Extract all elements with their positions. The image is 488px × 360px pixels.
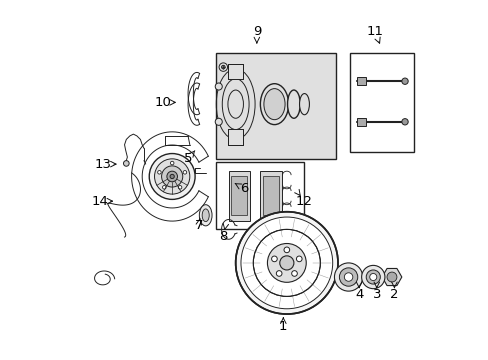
- Circle shape: [219, 63, 227, 71]
- Circle shape: [401, 118, 407, 125]
- Circle shape: [178, 185, 182, 189]
- Bar: [357, 118, 366, 126]
- Circle shape: [170, 174, 174, 179]
- Polygon shape: [381, 269, 401, 285]
- Text: 13: 13: [95, 158, 112, 171]
- Text: 6: 6: [240, 182, 248, 195]
- Circle shape: [361, 265, 384, 289]
- Bar: [216, 53, 336, 159]
- Text: 11: 11: [366, 25, 383, 38]
- Circle shape: [401, 78, 407, 84]
- Circle shape: [284, 247, 289, 253]
- Circle shape: [170, 161, 174, 165]
- Ellipse shape: [299, 94, 309, 115]
- Ellipse shape: [287, 90, 300, 118]
- Bar: [349, 53, 413, 152]
- Circle shape: [183, 171, 186, 174]
- Text: 14: 14: [91, 195, 108, 208]
- Text: 5: 5: [183, 152, 192, 165]
- Circle shape: [215, 83, 222, 90]
- Circle shape: [386, 272, 396, 282]
- Ellipse shape: [260, 84, 288, 125]
- Ellipse shape: [222, 79, 248, 130]
- Circle shape: [162, 185, 166, 189]
- Text: 12: 12: [295, 195, 312, 208]
- Circle shape: [369, 274, 376, 280]
- Text: 8: 8: [219, 230, 227, 243]
- Bar: [227, 129, 243, 145]
- Text: 1: 1: [279, 320, 287, 333]
- Circle shape: [215, 118, 222, 125]
- Bar: [231, 176, 246, 215]
- Circle shape: [221, 66, 224, 69]
- Text: 10: 10: [155, 96, 171, 109]
- Circle shape: [296, 256, 302, 262]
- Circle shape: [339, 268, 357, 286]
- Circle shape: [267, 243, 305, 282]
- Text: 2: 2: [389, 288, 398, 301]
- Text: 9: 9: [252, 25, 261, 38]
- Text: 3: 3: [372, 288, 380, 301]
- Circle shape: [344, 273, 352, 281]
- Bar: [263, 176, 278, 215]
- Circle shape: [123, 161, 129, 166]
- Circle shape: [241, 217, 332, 309]
- Circle shape: [366, 270, 380, 284]
- Circle shape: [235, 212, 337, 314]
- Bar: [227, 64, 243, 80]
- Circle shape: [161, 166, 183, 187]
- Circle shape: [149, 154, 195, 199]
- Text: 7: 7: [194, 219, 203, 232]
- Text: 4: 4: [354, 288, 363, 301]
- Circle shape: [271, 256, 277, 262]
- Ellipse shape: [202, 209, 209, 222]
- Bar: [216, 162, 304, 229]
- Circle shape: [279, 256, 293, 270]
- Bar: [228, 171, 249, 221]
- Ellipse shape: [264, 89, 285, 120]
- Circle shape: [276, 271, 282, 276]
- Circle shape: [154, 159, 189, 194]
- Circle shape: [334, 263, 362, 291]
- Circle shape: [291, 271, 297, 276]
- Bar: [357, 77, 366, 85]
- Bar: [260, 171, 281, 221]
- Ellipse shape: [199, 205, 212, 226]
- Circle shape: [166, 171, 177, 182]
- Circle shape: [157, 171, 161, 174]
